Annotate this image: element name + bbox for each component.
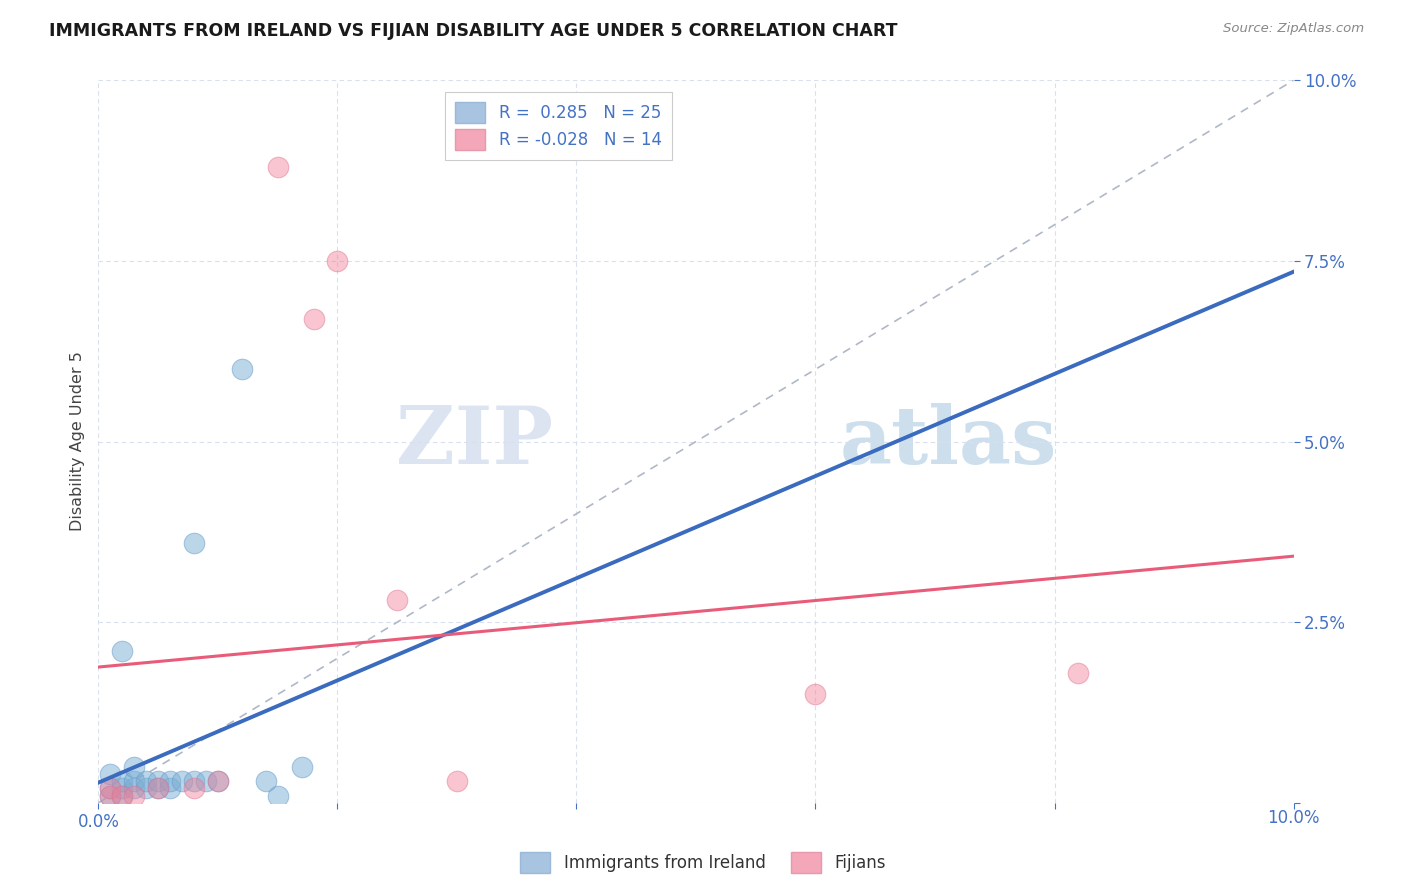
Point [111, 781, 134, 796]
Text: Source: ZipAtlas.com: Source: ZipAtlas.com [1223, 22, 1364, 36]
Point [98, 789, 122, 803]
Point [98, 781, 122, 796]
Point [148, 781, 170, 796]
Point [183, 535, 205, 549]
Point [98, 767, 122, 781]
Point [98, 781, 122, 796]
Text: 10.0%: 10.0% [1267, 808, 1320, 827]
Point [111, 644, 134, 658]
Text: IMMIGRANTS FROM IRELAND VS FIJIAN DISABILITY AGE UNDER 5 CORRELATION CHART: IMMIGRANTS FROM IRELAND VS FIJIAN DISABI… [49, 22, 897, 40]
Point [254, 774, 277, 789]
Point [111, 789, 134, 803]
Point [446, 774, 468, 789]
Point [267, 789, 290, 803]
Text: ZIP: ZIP [395, 402, 553, 481]
Point [148, 774, 170, 789]
Point [267, 160, 290, 174]
Point [111, 789, 134, 803]
Point [183, 774, 205, 789]
Point [326, 254, 349, 268]
Point [124, 774, 146, 789]
Point [98, 789, 122, 803]
Point [231, 362, 253, 376]
Point [135, 774, 157, 789]
Point [291, 760, 314, 774]
Text: atlas: atlas [839, 402, 1057, 481]
Point [385, 593, 409, 607]
Legend: R =  0.285   N = 25, R = -0.028   N = 14: R = 0.285 N = 25, R = -0.028 N = 14 [446, 92, 672, 160]
Point [148, 781, 170, 796]
Point [207, 774, 229, 789]
Point [302, 311, 325, 326]
Point [1067, 665, 1090, 680]
Point [124, 789, 146, 803]
Point [159, 774, 181, 789]
Point [195, 774, 218, 789]
Legend: Immigrants from Ireland, Fijians: Immigrants from Ireland, Fijians [513, 846, 893, 880]
Point [124, 760, 146, 774]
Point [135, 781, 157, 796]
Y-axis label: Disability Age Under 5: Disability Age Under 5 [69, 351, 84, 532]
Point [124, 781, 146, 796]
Point [207, 774, 229, 789]
Point [111, 774, 134, 789]
Point [159, 781, 181, 796]
Point [183, 781, 205, 796]
Point [172, 774, 194, 789]
Point [804, 687, 827, 701]
